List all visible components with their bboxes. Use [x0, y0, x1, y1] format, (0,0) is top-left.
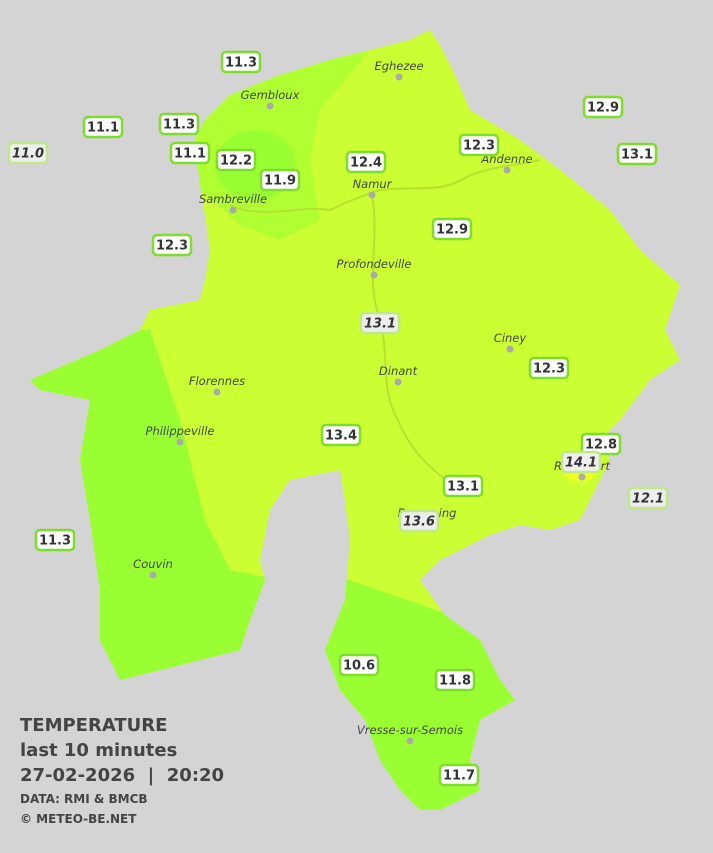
city-label: Philippeville	[146, 424, 215, 438]
city-dot	[394, 378, 402, 386]
station-box	[442, 474, 484, 498]
legend-title: TEMPERATURE	[20, 715, 167, 736]
station-value: 13.1	[364, 317, 396, 332]
city-label: Dinant	[379, 364, 418, 378]
station-value: 11.1	[87, 121, 119, 136]
station-box	[259, 168, 301, 192]
station-value: 12.3	[533, 362, 565, 377]
station-value: 11.1	[174, 147, 206, 162]
station-box	[151, 233, 193, 257]
station-value: 13.1	[621, 148, 653, 163]
station-box	[359, 311, 401, 335]
station-value: 12.2	[220, 154, 252, 169]
station-box	[627, 486, 669, 510]
station-value: 12.4	[350, 156, 382, 171]
station-value: 14.1	[565, 456, 597, 471]
river	[371, 194, 461, 491]
station-box	[158, 112, 200, 136]
station-box	[616, 142, 658, 166]
city-dot	[406, 737, 414, 745]
station-box	[169, 141, 211, 165]
city-label: Sambreville	[199, 192, 267, 206]
station-value: 12.3	[156, 239, 188, 254]
station-value: 12.9	[436, 223, 468, 238]
city-label: Florennes	[189, 374, 245, 388]
city-dot	[370, 271, 378, 279]
station-box	[82, 115, 124, 139]
station-value: 12.9	[587, 101, 619, 116]
city-dot	[578, 473, 586, 481]
city-label: Eghezee	[374, 59, 423, 73]
city-dot	[149, 571, 157, 579]
city-dot	[395, 73, 403, 81]
station-box	[431, 217, 473, 241]
station-value: 11.7	[443, 769, 475, 784]
river	[229, 159, 541, 213]
legend-subtitle: last 10 minutes	[20, 740, 177, 761]
city-dot	[368, 191, 376, 199]
city-label: Gembloux	[241, 88, 300, 102]
station-box	[528, 356, 570, 380]
station-box	[398, 509, 440, 533]
station-box	[580, 432, 622, 456]
city-label: Ciney	[494, 331, 527, 345]
station-value: 13.1	[447, 480, 479, 495]
station-box	[7, 141, 49, 165]
station-box	[434, 668, 476, 692]
station-box	[338, 653, 380, 677]
city-dot	[229, 206, 237, 214]
city-label: Couvin	[133, 557, 173, 571]
station-box	[345, 150, 387, 174]
legend-copyright: © METEO-BE.NET	[20, 812, 137, 826]
station-value: 13.4	[325, 429, 357, 444]
station-box	[320, 423, 362, 447]
legend-source: DATA: RMI & BMCB	[20, 792, 148, 806]
station-box	[438, 763, 480, 787]
city-label: Vresse-sur-Semois	[357, 723, 463, 737]
station-box	[34, 528, 76, 552]
station-value: 13.6	[403, 515, 435, 530]
city-label: Profondeville	[337, 257, 412, 271]
station-value: 12.1	[632, 492, 664, 507]
city-dot	[213, 388, 221, 396]
station-box	[215, 148, 257, 172]
city-dot	[266, 102, 274, 110]
station-box	[458, 133, 500, 157]
station-box	[582, 95, 624, 119]
station-box	[220, 50, 262, 74]
station-value: 11.3	[225, 56, 257, 71]
city-label: Namur	[353, 177, 393, 191]
station-value: 10.6	[343, 659, 375, 674]
legend-datetime: 27-02-2026 | 20:20	[20, 765, 224, 786]
station-box	[560, 450, 602, 474]
city-dot	[506, 345, 514, 353]
station-value: 11.8	[439, 674, 471, 689]
station-value: 12.3	[463, 139, 495, 154]
station-value: 11.3	[163, 118, 195, 133]
station-value: 11.9	[264, 174, 296, 189]
city-dot	[503, 166, 511, 174]
station-value: 12.8	[585, 438, 617, 453]
city-dot	[176, 438, 184, 446]
station-value: 11.3	[39, 534, 71, 549]
station-value: 11.0	[12, 147, 44, 162]
